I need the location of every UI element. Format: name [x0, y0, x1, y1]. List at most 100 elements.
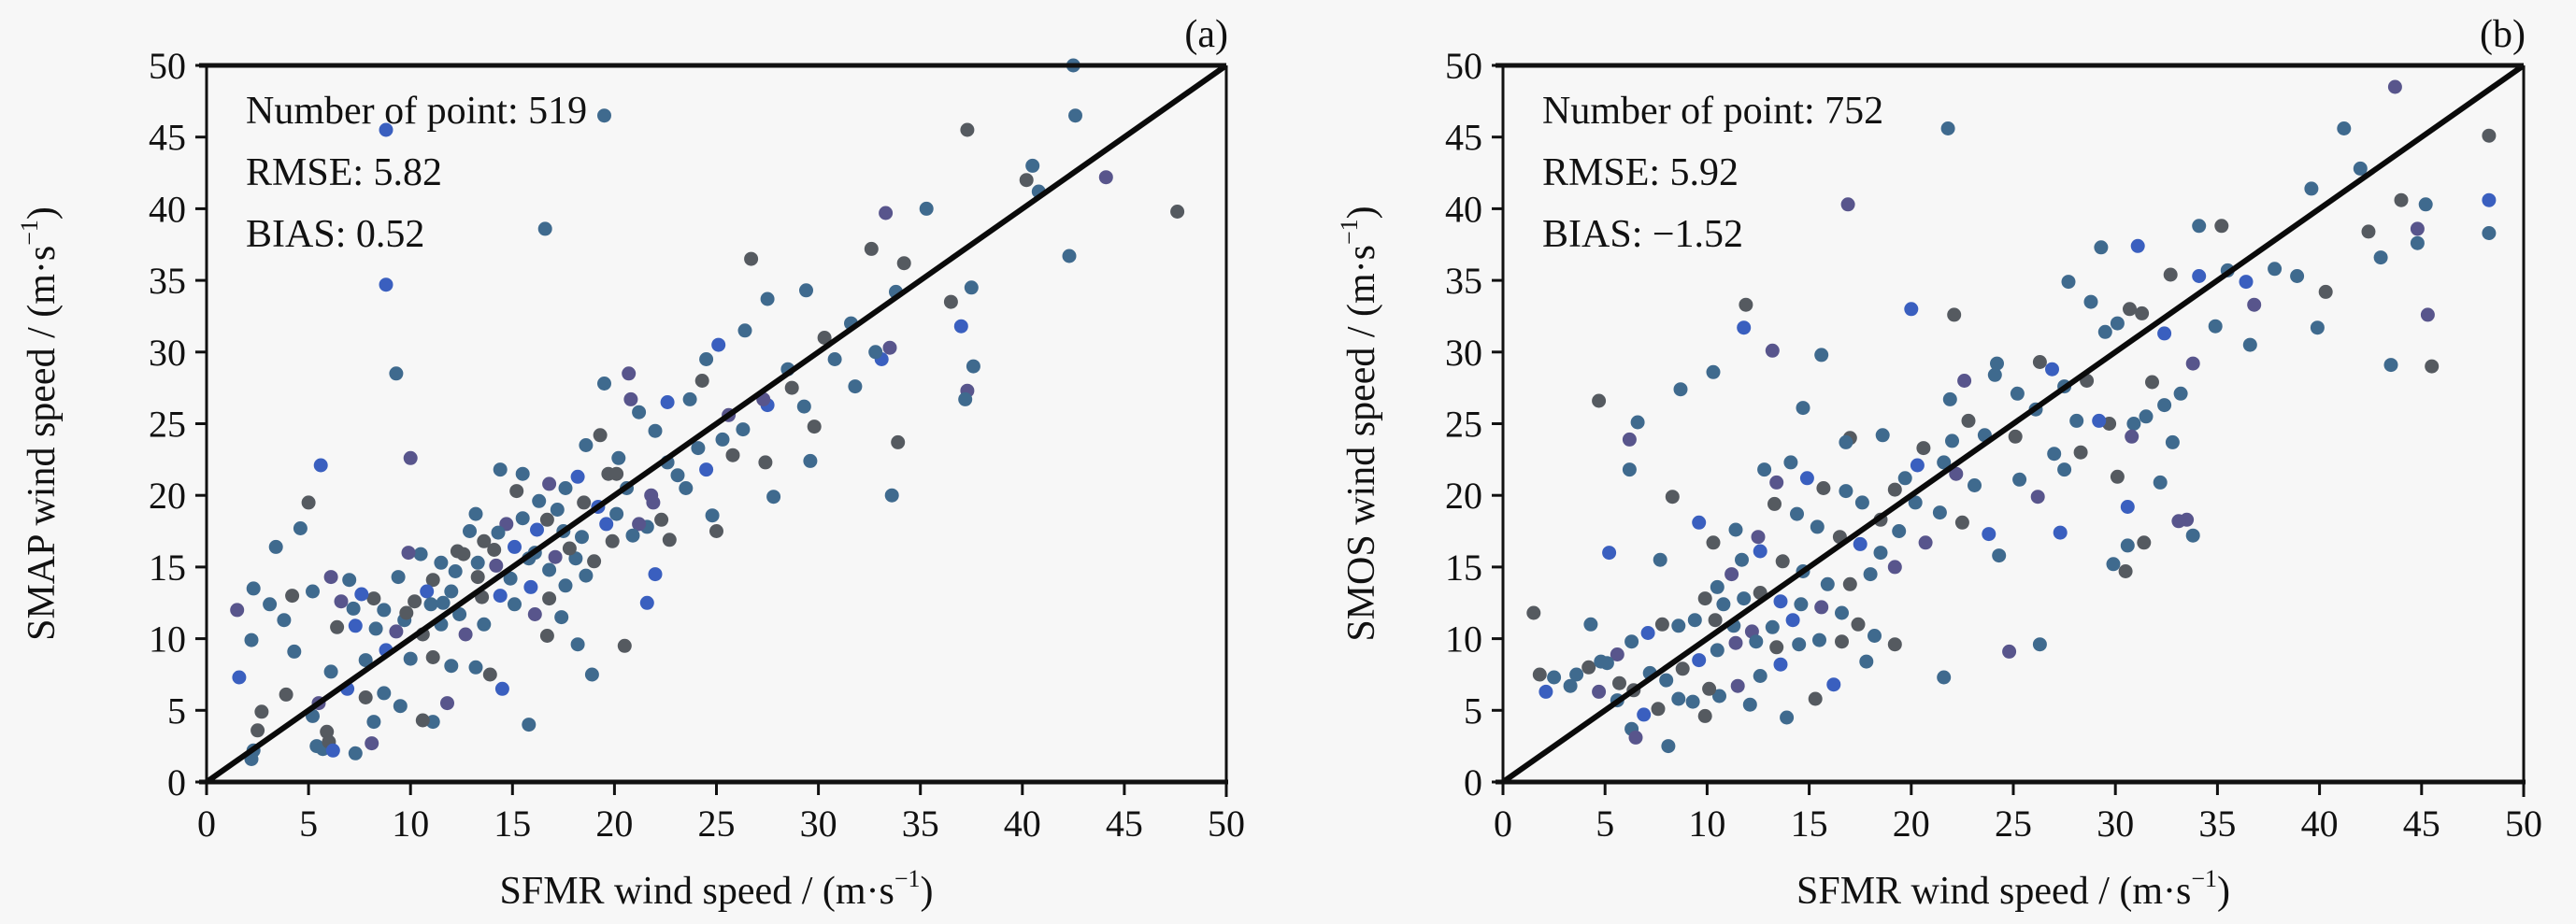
data-point: [1019, 173, 1034, 188]
data-point: [2394, 192, 2409, 207]
data-point: [1628, 730, 1643, 745]
data-point: [413, 547, 428, 562]
data-point: [2242, 337, 2257, 352]
data-point: [2092, 413, 2107, 428]
data-point: [391, 570, 406, 585]
y-tick-label: 15: [149, 547, 186, 589]
data-point: [477, 533, 492, 548]
data-point: [542, 562, 557, 577]
y-tick-label: 45: [149, 117, 186, 159]
data-point: [468, 660, 483, 675]
data-point: [1730, 678, 1745, 693]
data-point: [558, 481, 573, 495]
data-point: [1773, 657, 1788, 672]
y-tick-label: 30: [149, 332, 186, 374]
data-point: [491, 525, 506, 540]
data-point: [1659, 673, 1674, 688]
data-point: [1697, 591, 1712, 606]
data-point: [960, 122, 975, 137]
y-tick-label: 10: [1445, 618, 1482, 661]
data-point: [1706, 535, 1721, 550]
data-point: [420, 584, 435, 599]
stat-bias-b: BIAS: −1.52: [1542, 213, 1743, 256]
data-point: [611, 450, 626, 465]
data-point: [2069, 413, 2084, 428]
data-point: [515, 511, 530, 526]
data-point: [2002, 644, 2017, 659]
data-point: [1640, 626, 1655, 640]
data-point: [1661, 739, 1676, 754]
data-point: [1940, 121, 1955, 135]
y-axis-label-end-a: ): [21, 206, 64, 220]
y-tick-label: 40: [149, 188, 186, 230]
data-point: [393, 699, 408, 714]
data-point: [2130, 238, 2145, 253]
stat-number-of-points-a: Number of point: 519: [246, 90, 587, 133]
data-point: [2157, 398, 2172, 413]
data-point: [2482, 226, 2497, 240]
x-tick-label: 25: [1995, 803, 2032, 845]
data-point: [1794, 597, 1809, 612]
data-point: [579, 438, 594, 452]
data-point: [2083, 294, 2098, 309]
data-point: [1932, 505, 1947, 520]
data-point: [348, 746, 363, 761]
y-axis-label-text-b: SMOS wind speed / (m·s: [1340, 245, 1383, 642]
data-point: [2214, 219, 2229, 234]
data-point: [515, 466, 530, 481]
data-point: [2135, 306, 2150, 320]
data-point: [958, 391, 973, 406]
data-point: [482, 667, 497, 682]
data-point: [577, 495, 592, 510]
data-point: [1612, 675, 1626, 690]
panel-label-a: (a): [1184, 13, 1228, 56]
x-axis-label-end-b: ): [2217, 870, 2230, 913]
data-point: [570, 469, 585, 484]
data-point: [2318, 284, 2333, 299]
data-point: [2057, 462, 2072, 477]
data-point: [1812, 633, 1826, 647]
data-point: [254, 704, 269, 719]
data-point: [1814, 600, 1829, 615]
data-point: [436, 595, 451, 610]
data-point: [2061, 275, 2076, 290]
data-point: [493, 589, 508, 604]
data-point: [379, 122, 394, 137]
data-point: [301, 495, 316, 510]
data-point: [1947, 307, 1962, 322]
data-point: [1702, 681, 1717, 696]
data-point: [263, 597, 278, 612]
data-point: [1594, 654, 1609, 669]
data-point: [463, 524, 477, 538]
x-tick-label: 50: [2505, 803, 2542, 845]
data-point: [1810, 519, 1825, 534]
panel-b: 0 5 10 15 20 25 30 35 40 45 50 0 5 10 15 20 25 30 35 40 45 5…: [1336, 13, 2542, 913]
data-point: [599, 517, 614, 532]
stat-number-of-points-b: Number of point: 752: [1542, 90, 1883, 133]
reference-line-a: [205, 63, 1228, 785]
data-point: [330, 619, 345, 634]
data-point: [1839, 484, 1853, 499]
data-point: [2137, 535, 2152, 550]
x-tick-label: 10: [1688, 803, 1725, 845]
data-point: [1835, 605, 1849, 620]
y-tick-label: 50: [149, 45, 186, 87]
y-tick-label: 35: [149, 260, 186, 302]
data-point: [279, 687, 293, 702]
data-point: [537, 221, 552, 236]
data-point: [1653, 552, 1667, 567]
data-point: [1170, 205, 1185, 219]
scatter-points-b: [1526, 79, 2497, 754]
data-point: [679, 481, 694, 495]
y-tick-label: 5: [1464, 689, 1482, 732]
data-point: [864, 241, 879, 256]
x-tick-label: 35: [2198, 803, 2236, 845]
data-point: [1749, 634, 1764, 649]
data-point: [530, 522, 544, 537]
data-point: [943, 294, 958, 309]
data-point: [2337, 121, 2352, 135]
x-axis-label-end-a: ): [921, 870, 934, 913]
data-point: [736, 422, 751, 437]
data-point: [401, 546, 416, 561]
data-point: [1602, 546, 1617, 561]
